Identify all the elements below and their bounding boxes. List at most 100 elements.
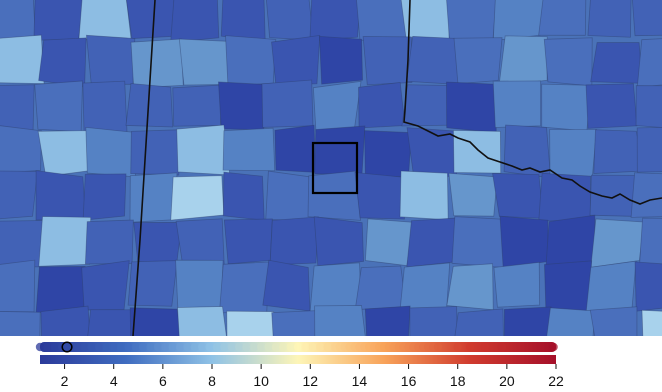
county-polygon[interactable]	[499, 215, 549, 268]
county-polygon[interactable]	[544, 307, 596, 336]
county-polygon[interactable]	[40, 305, 91, 336]
county-polygon[interactable]	[538, 0, 587, 36]
county-polygon[interactable]	[85, 126, 136, 178]
county-polygon[interactable]	[446, 0, 497, 44]
county-polygon[interactable]	[37, 130, 91, 177]
county-polygon[interactable]	[125, 83, 174, 128]
county-polygon[interactable]	[492, 0, 545, 42]
county-polygon[interactable]	[636, 37, 662, 88]
county-polygon[interactable]	[589, 174, 639, 217]
county-polygon[interactable]	[358, 82, 406, 129]
county-polygon[interactable]	[406, 127, 458, 178]
county-polygon[interactable]	[261, 79, 314, 128]
county-polygon[interactable]	[446, 81, 497, 133]
county-polygon[interactable]	[452, 129, 502, 174]
county-polygon[interactable]	[269, 216, 319, 266]
county-polygon[interactable]	[538, 172, 591, 222]
county-polygon[interactable]	[313, 216, 364, 267]
county-polygon[interactable]	[401, 84, 453, 127]
county-polygon[interactable]	[406, 217, 460, 268]
county-polygon[interactable]	[498, 35, 548, 87]
county-polygon[interactable]	[129, 307, 184, 336]
county-polygon[interactable]	[82, 173, 127, 221]
county-polygon[interactable]	[0, 259, 36, 313]
county-polygon[interactable]	[448, 172, 498, 217]
county-polygon[interactable]	[399, 262, 451, 311]
county-polygon[interactable]	[356, 0, 408, 43]
county-polygon[interactable]	[85, 309, 137, 336]
county-polygon[interactable]	[492, 172, 544, 219]
county-polygon[interactable]	[0, 34, 45, 85]
county-polygon[interactable]	[590, 218, 645, 268]
county-polygon[interactable]	[631, 0, 662, 37]
county-polygon[interactable]	[587, 0, 632, 38]
county-polygon[interactable]	[84, 219, 134, 265]
county-polygon[interactable]	[446, 263, 494, 311]
county-polygon[interactable]	[630, 172, 662, 218]
county-polygon[interactable]	[178, 38, 230, 86]
county-polygon[interactable]	[177, 306, 229, 336]
county-polygon[interactable]	[262, 259, 311, 312]
county-polygon[interactable]	[307, 170, 361, 221]
county-polygon[interactable]	[38, 37, 87, 88]
county-polygon[interactable]	[364, 130, 412, 178]
county-polygon[interactable]	[409, 306, 458, 336]
county-polygon[interactable]	[593, 129, 645, 174]
county-polygon[interactable]	[545, 214, 596, 266]
county-polygon[interactable]	[638, 217, 662, 268]
county-polygon[interactable]	[493, 261, 541, 308]
county-polygon[interactable]	[549, 129, 597, 178]
county-polygon[interactable]	[318, 35, 363, 85]
county-polygon[interactable]	[223, 218, 273, 265]
county-polygon[interactable]	[127, 260, 178, 307]
county-polygon[interactable]	[226, 310, 276, 336]
county-polygon[interactable]	[585, 83, 638, 129]
county-polygon[interactable]	[129, 172, 178, 223]
county-polygon[interactable]	[312, 80, 362, 133]
selected-county-outline[interactable]	[311, 141, 359, 195]
county-polygon[interactable]	[130, 129, 182, 176]
county-polygon[interactable]	[34, 80, 83, 133]
county-polygon[interactable]	[170, 0, 220, 43]
county-polygon[interactable]	[220, 0, 266, 42]
county-polygon[interactable]	[492, 80, 542, 128]
county-polygon[interactable]	[82, 80, 128, 133]
county-choropleth-map[interactable]	[0, 0, 662, 336]
county-polygon[interactable]	[364, 305, 411, 336]
county-polygon[interactable]	[314, 305, 367, 336]
county-polygon[interactable]	[453, 37, 503, 85]
county-polygon[interactable]	[35, 266, 86, 314]
county-polygon[interactable]	[85, 34, 136, 85]
county-polygon[interactable]	[354, 172, 405, 220]
county-polygon[interactable]	[364, 218, 415, 267]
county-polygon[interactable]	[309, 0, 361, 42]
county-polygon[interactable]	[172, 84, 223, 127]
county-polygon[interactable]	[406, 36, 460, 85]
county-polygon[interactable]	[38, 216, 92, 267]
county-polygon[interactable]	[590, 42, 643, 84]
county-polygon[interactable]	[35, 170, 87, 221]
county-polygon[interactable]	[503, 306, 552, 336]
county-polygon[interactable]	[589, 306, 638, 336]
county-polygon[interactable]	[635, 85, 662, 129]
county-polygon[interactable]	[0, 311, 41, 336]
county-polygon[interactable]	[503, 124, 552, 179]
county-polygon[interactable]	[218, 261, 270, 314]
county-polygon[interactable]	[0, 220, 45, 268]
county-polygon[interactable]	[222, 127, 276, 172]
county-polygon[interactable]	[0, 170, 38, 220]
county-polygon[interactable]	[271, 310, 319, 336]
county-polygon[interactable]	[225, 35, 277, 87]
county-polygon[interactable]	[585, 260, 637, 313]
county-polygon[interactable]	[170, 175, 225, 221]
county-polygon[interactable]	[354, 265, 407, 311]
county-polygon[interactable]	[222, 171, 265, 221]
county-polygon[interactable]	[362, 36, 413, 86]
county-polygon[interactable]	[271, 34, 321, 86]
county-polygon[interactable]	[399, 170, 449, 221]
county-polygon[interactable]	[634, 261, 662, 312]
county-polygon[interactable]	[218, 81, 267, 131]
county-polygon[interactable]	[309, 262, 362, 312]
county-polygon[interactable]	[175, 259, 224, 309]
county-polygon[interactable]	[541, 83, 592, 132]
